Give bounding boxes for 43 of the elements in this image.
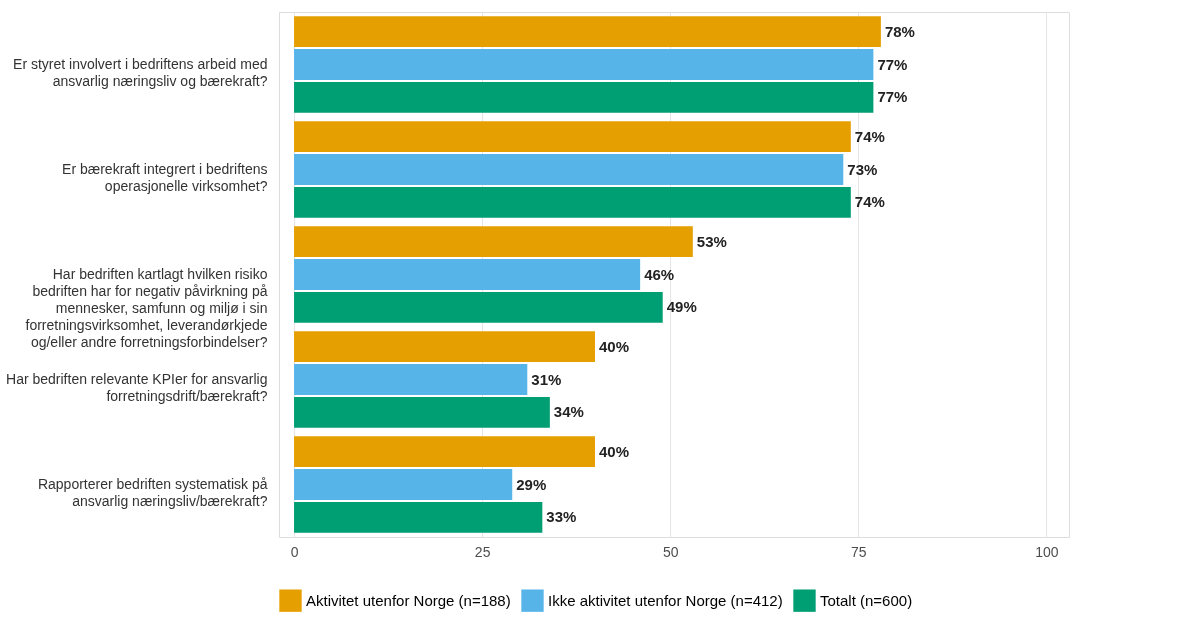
bar [294,154,844,185]
data-label: 29% [516,475,547,493]
legend-label: Ikke aktivitet utenfor Norge (n=412) [548,591,783,609]
data-label: 40% [599,442,630,460]
bar [294,436,595,468]
data-label: 40% [599,337,630,355]
data-label: 31% [531,370,562,388]
legend-label: Aktivitet utenfor Norge (n=188) [306,591,511,609]
data-label: 34% [553,403,584,421]
y-tick-label: Er bærekraft integrert i bedriftens operasjonelle virksomhet? [62,160,268,194]
bar [294,81,874,113]
bar [294,501,543,533]
bar [294,226,693,258]
data-label: 78% [884,22,915,40]
x-tick-label: 100 [1035,543,1059,560]
data-label: 77% [877,55,908,73]
bar [294,331,595,363]
data-label: 73% [847,160,878,178]
x-tick-label: 50 [662,543,679,560]
data-label: 77% [877,88,908,106]
bar [294,186,851,218]
bar [294,291,663,323]
legend-label: Totalt (n=600) [820,591,913,609]
bar [294,49,874,80]
bar [294,121,851,153]
data-label: 46% [644,265,675,283]
data-label: 74% [854,127,885,145]
bar [294,16,881,48]
bar [294,364,528,395]
x-tick-label: 25 [474,543,491,560]
data-label: 49% [666,298,697,316]
data-label: 33% [546,508,577,526]
data-label: 53% [696,232,727,250]
bar [294,469,513,500]
x-tick-label: 0 [290,543,299,560]
y-tick-label: Har bedriften kartlagt hvilken risiko bedriften har for negativ påvirkning på mennesker, samfunn og miljø i sin forretningsvirksomhet, leverandørkjede og/eller andre forretningsforbindelser? [25,265,268,350]
y-tick-label: Rapporterer bedriften systematisk på ansvarlig næringsliv/bærekraft? [37,475,268,509]
y-tick-label: Har bedriften relevante KPIer for ansvarlig forretningsdrift/bærekraft? [6,370,268,404]
y-tick-label: Er styret involvert i bedriftens arbeid med ansvarlig næringsliv og bærekraft? [13,55,268,89]
data-label: 74% [854,193,885,211]
bar [294,396,550,428]
bar [294,259,641,290]
x-tick-label: 75 [851,543,867,560]
